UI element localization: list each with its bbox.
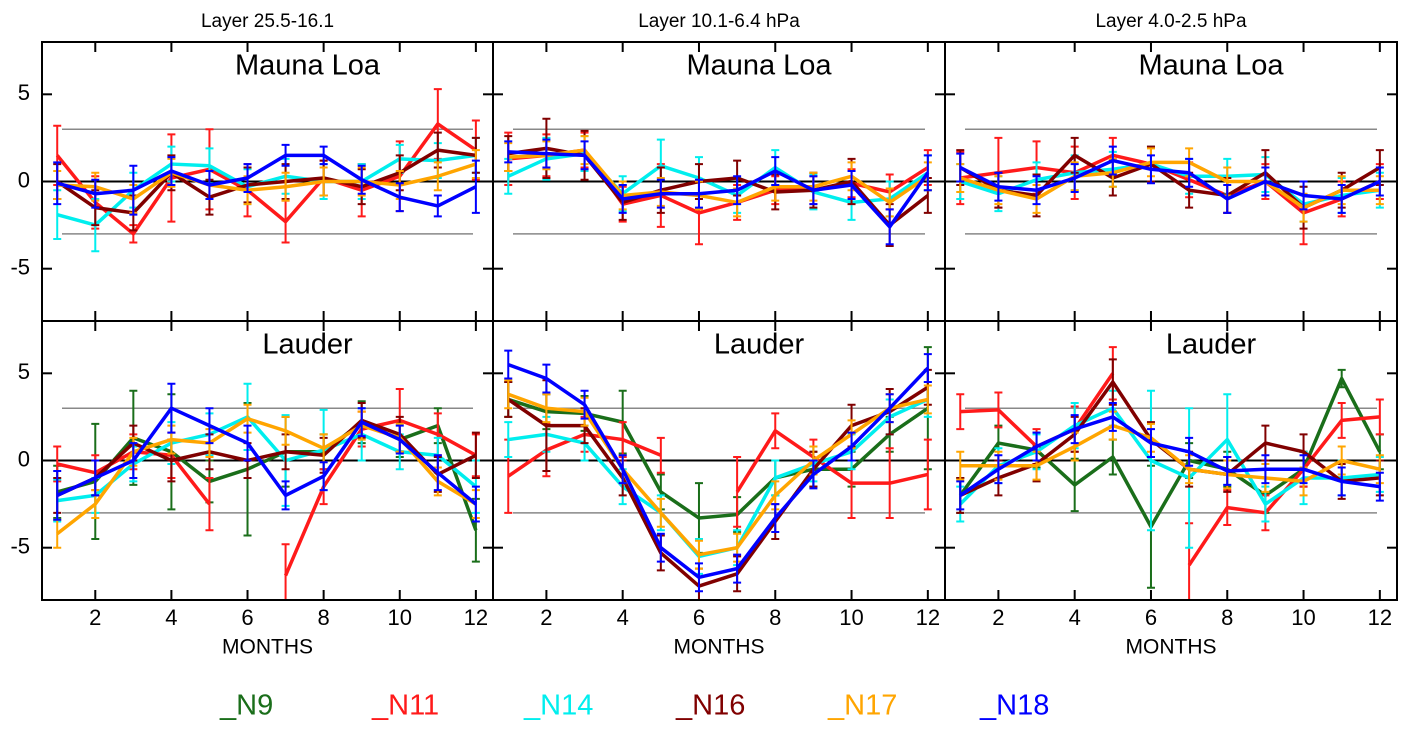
panel: Layer 10.1-6.4 hPa Mauna Loa	[492, 11, 946, 322]
x-axis-label: MONTHS	[222, 636, 313, 659]
x-tick-label: 4	[165, 605, 177, 630]
panel: 2 4 6 8 10 12 Lauder MONTHS	[492, 320, 946, 659]
x-tick-label: 4	[1069, 605, 1081, 630]
series-line	[959, 158, 1381, 201]
x-tick-label: 10	[388, 605, 412, 630]
error-bar	[504, 421, 513, 459]
error-bar	[504, 140, 513, 164]
station-label: Lauder	[1166, 329, 1257, 361]
series-line	[508, 150, 930, 229]
series-line	[56, 406, 477, 506]
panel-title: Layer 25.5-16.1	[201, 11, 334, 32]
panel-title: Layer 4.0-2.5 hPa	[1095, 11, 1246, 32]
x-tick-label: 8	[318, 605, 330, 630]
series-line	[959, 415, 1381, 497]
station-label: Mauna Loa	[686, 50, 832, 82]
error-bar	[281, 543, 290, 600]
panel: Layer 4.0-2.5 hPa Mauna Loa	[944, 11, 1398, 322]
station-label: Lauder	[262, 329, 353, 361]
x-tick-label: 12	[1368, 605, 1392, 630]
x-tick-label: 2	[992, 605, 1004, 630]
y-tick-label: 5	[18, 80, 30, 105]
y-tick-label: -5	[10, 255, 30, 280]
series-line	[508, 148, 929, 205]
plot-area	[53, 382, 480, 600]
x-tick-label: 12	[916, 605, 940, 630]
x-tick-label: 10	[839, 605, 863, 630]
x-tick-label: 8	[769, 605, 781, 630]
series-line	[56, 415, 477, 503]
legend-entry: _N18	[979, 690, 1049, 722]
series-line	[56, 153, 477, 208]
legend-entry: _N17	[827, 690, 897, 722]
panel: -5 0 5 2 4 6 8 10 12 Lauder MONTHS	[10, 320, 494, 659]
error-bar	[1375, 398, 1384, 436]
x-tick-label: 12	[464, 605, 488, 630]
error-bar	[956, 480, 965, 511]
series-line	[55, 122, 477, 236]
station-label: Mauna Loa	[235, 50, 381, 82]
x-tick-label: 2	[540, 605, 552, 630]
x-tick-label: 10	[1291, 605, 1315, 630]
panel: 2 4 6 8 10 12 Lauder MONTHS	[944, 320, 1398, 659]
error-bar	[205, 476, 214, 532]
series-line	[735, 429, 929, 493]
error-bar	[956, 152, 965, 183]
x-tick-label: 2	[89, 605, 101, 630]
x-tick-label: 6	[241, 605, 253, 630]
series-line	[508, 397, 929, 559]
error-bar	[504, 349, 513, 380]
panel-title: Layer 10.1-6.4 hPa	[638, 11, 800, 32]
panel: -5 0 5 Layer 25.5-16.1 Mauna Loa	[10, 11, 494, 322]
plot-area	[504, 117, 932, 248]
error-bar	[956, 393, 965, 431]
series-line	[960, 423, 1381, 484]
error-bar	[1375, 166, 1384, 197]
series-line	[959, 160, 1380, 210]
series-line	[56, 148, 477, 215]
error-bar	[733, 456, 742, 528]
y-tick-label: 5	[18, 359, 30, 384]
series-line	[56, 420, 478, 531]
legend-entry: _N9	[219, 690, 273, 722]
x-tick-label: 6	[693, 605, 705, 630]
series-line	[507, 397, 929, 520]
x-tick-label: 6	[1145, 605, 1157, 630]
series-line	[56, 418, 477, 497]
error-bar	[956, 450, 965, 481]
x-tick-label: 4	[617, 605, 629, 630]
error-bar	[504, 379, 513, 410]
legend-entry: _N16	[675, 690, 745, 722]
x-axis-label: MONTHS	[1126, 636, 1217, 659]
series-line	[507, 385, 929, 588]
series-line	[283, 418, 477, 577]
plot-area	[53, 88, 480, 253]
series-line	[507, 392, 929, 557]
x-axis-label: MONTHS	[674, 636, 765, 659]
station-label: Mauna Loa	[1138, 50, 1284, 82]
y-tick-label: 0	[18, 167, 30, 192]
error-bar	[1375, 471, 1384, 502]
y-tick-label: 0	[18, 446, 30, 471]
series-line	[507, 362, 930, 580]
plot-area	[956, 346, 1384, 600]
legend-entry: _N11	[371, 690, 439, 722]
legend-entry: _N14	[523, 690, 593, 722]
x-tick-label: 8	[1221, 605, 1233, 630]
plot-area	[504, 346, 932, 600]
station-label: Lauder	[714, 329, 805, 361]
plot-area	[956, 136, 1384, 246]
series-line	[57, 162, 477, 201]
y-tick-label: -5	[10, 534, 30, 559]
panel-frame	[944, 320, 1398, 601]
